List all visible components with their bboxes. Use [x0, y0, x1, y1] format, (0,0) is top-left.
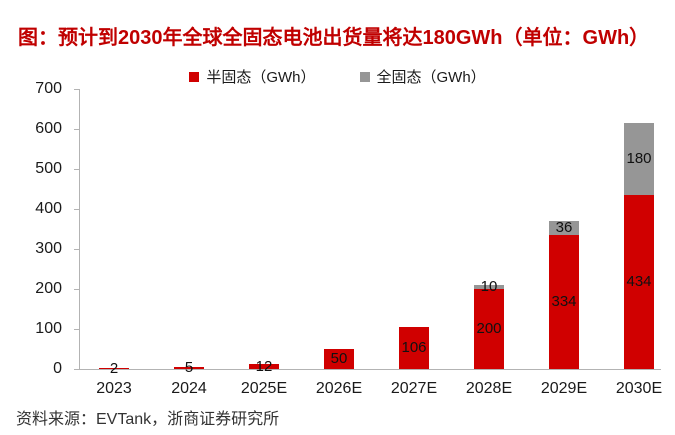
source-note: 资料来源：EVTank，浙商证券研究所 — [16, 411, 280, 428]
semi-solid-swatch-icon — [189, 71, 200, 82]
x-axis-label: 2030E — [615, 380, 663, 397]
bar-value-label: 334 — [551, 293, 577, 311]
x-axis-label: 2027E — [390, 380, 438, 397]
legend: 半固态（GWh） 全固态（GWh） — [0, 66, 675, 87]
bar-value-label: 2 — [109, 359, 119, 377]
x-axis-label: 2029E — [540, 380, 588, 397]
y-axis-tick — [74, 369, 79, 370]
y-axis-tick — [74, 89, 79, 90]
bar-segment-semi-solid — [549, 235, 579, 369]
bar-value-label: 434 — [626, 273, 652, 291]
bar-segment-all-solid — [549, 221, 579, 235]
legend-label: 半固态（GWh） — [206, 69, 316, 86]
bar-value-label: 36 — [555, 219, 573, 237]
y-axis-tick — [74, 169, 79, 170]
bar-value-label: 50 — [330, 350, 348, 367]
bar-value-label: 10 — [480, 278, 498, 295]
bar-segment-semi-solid — [174, 367, 204, 369]
y-axis-label: 0 — [53, 360, 62, 377]
bar-value-label: 106 — [401, 338, 427, 356]
x-axis-label: 2026E — [315, 380, 363, 397]
bar-value-label: 180 — [626, 150, 652, 168]
y-axis-tick — [74, 329, 79, 330]
y-axis — [79, 89, 80, 369]
bar-segment-semi-solid — [99, 368, 129, 369]
y-axis-label: 200 — [35, 280, 62, 297]
bar-segment-semi-solid — [324, 349, 354, 369]
chart-title: 图：预计到2030年全球全固态电池出货量将达180GWh（单位：GWh） — [18, 27, 650, 49]
legend-item-semi-solid: 半固态（GWh） — [189, 66, 316, 87]
all-solid-swatch-icon — [359, 71, 370, 82]
bar-value-label: 12 — [255, 357, 273, 375]
bar-segment-semi-solid — [399, 327, 429, 369]
legend-item-all-solid: 全固态（GWh） — [359, 66, 486, 87]
x-axis-label: 2023 — [96, 380, 132, 397]
y-axis-tick — [74, 209, 79, 210]
x-axis — [79, 369, 661, 370]
bar-segment-semi-solid — [474, 289, 504, 369]
y-axis-label: 100 — [35, 320, 62, 337]
bar-segment-semi-solid — [249, 364, 279, 369]
y-axis-label: 600 — [35, 120, 62, 137]
legend-label: 全固态（GWh） — [376, 69, 486, 86]
x-axis-label: 2025E — [240, 380, 288, 397]
y-axis-label: 500 — [35, 160, 62, 177]
y-axis-tick — [74, 129, 79, 130]
bar-segment-all-solid — [624, 123, 654, 195]
bar-value-label: 5 — [184, 359, 194, 376]
bar-value-label: 200 — [476, 320, 502, 337]
y-axis-label: 400 — [35, 200, 62, 217]
bar-segment-semi-solid — [624, 195, 654, 369]
y-axis-tick — [74, 289, 79, 290]
y-axis-label: 700 — [35, 80, 62, 97]
bar-segment-all-solid — [474, 285, 504, 289]
x-axis-label: 2028E — [465, 380, 513, 397]
y-axis-label: 300 — [35, 240, 62, 257]
y-axis-tick — [74, 249, 79, 250]
x-axis-label: 2024 — [171, 380, 207, 397]
